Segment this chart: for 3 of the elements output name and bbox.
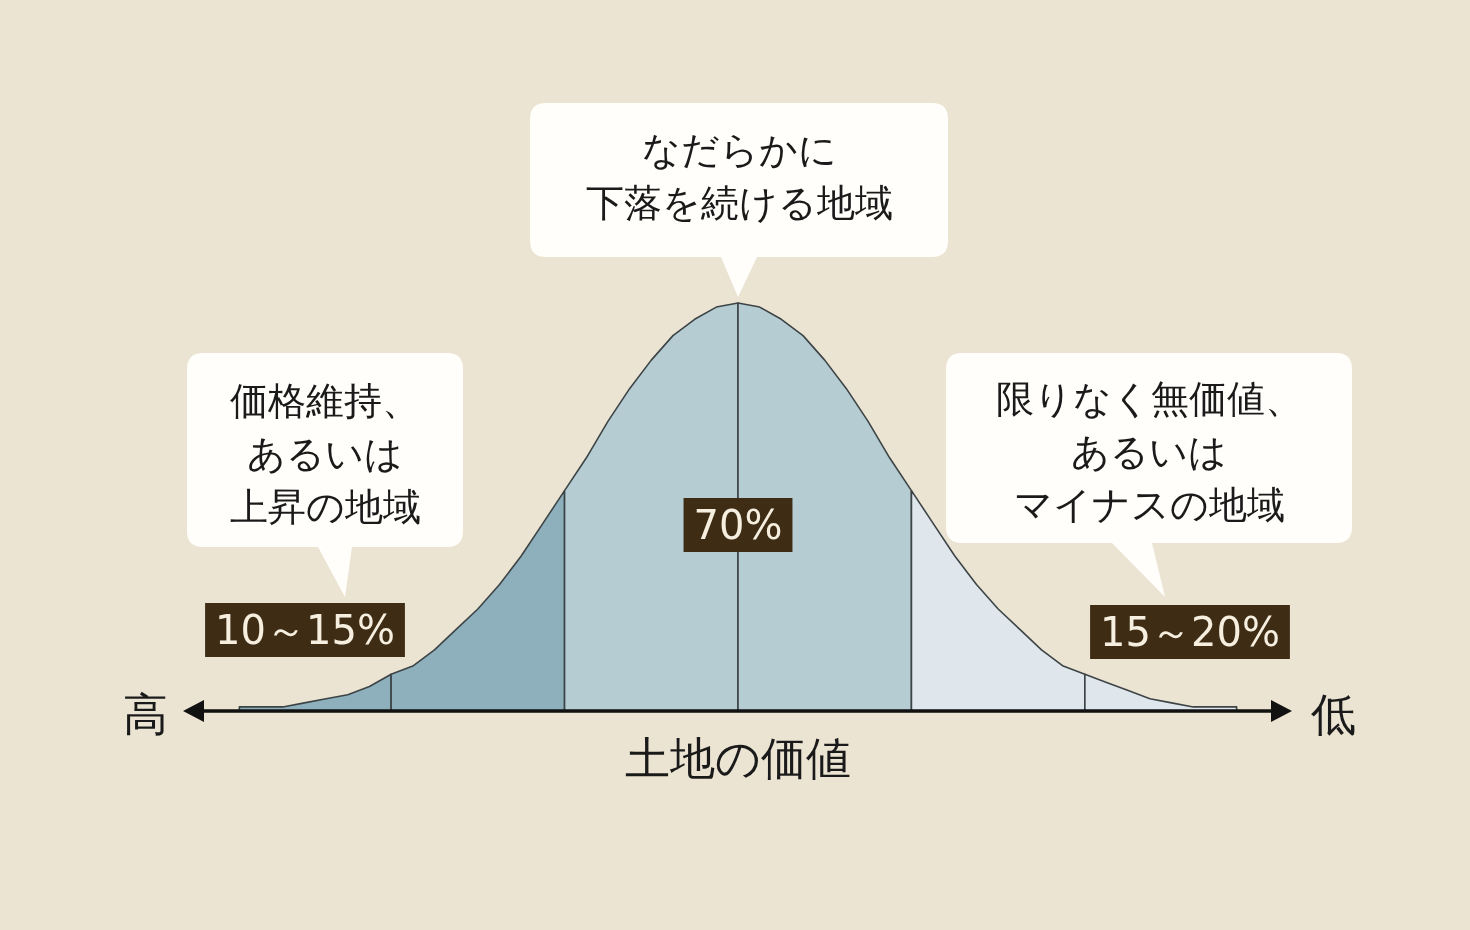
annotation: 10～15%: [215, 607, 395, 653]
annotation: 15～20%: [1100, 609, 1280, 655]
annotation: 70%: [693, 502, 783, 548]
